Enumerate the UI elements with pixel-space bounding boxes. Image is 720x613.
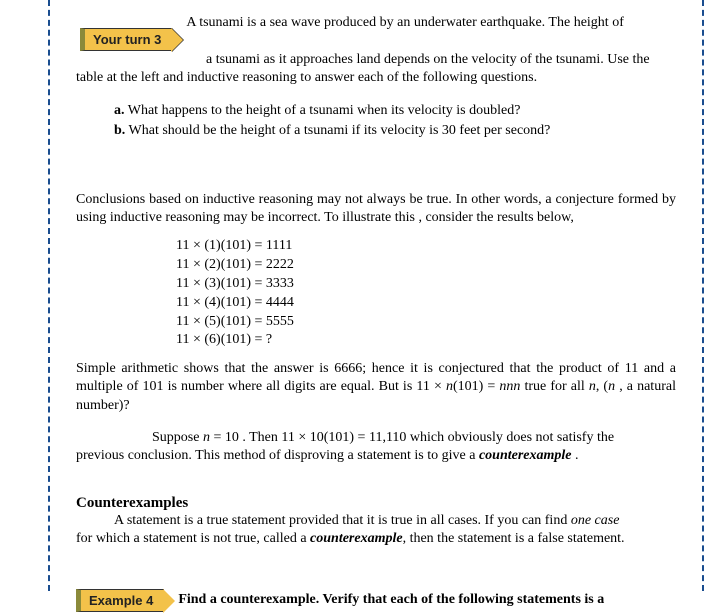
text-run: A statement is a true statement provided… bbox=[114, 513, 571, 528]
questions-block: a. What happens to the height of a tsuna… bbox=[114, 101, 676, 140]
example-block: Example 4 Find a counterexample. Verify … bbox=[76, 589, 676, 612]
intro-line1: A tsunami is a sea wave produced by an u… bbox=[186, 14, 676, 32]
banner-label: Your turn 3 bbox=[93, 32, 161, 47]
text-run: for which a statement is not true, calle… bbox=[76, 531, 310, 546]
italic-n: n bbox=[589, 379, 596, 394]
text-run: = 10 . Then 11 × 10(101) = 11,110 which … bbox=[210, 430, 614, 445]
term-counterexample: counterexample bbox=[479, 448, 572, 463]
question-b-text: What should be the height of a tsunami i… bbox=[125, 123, 550, 138]
text-run: true for all bbox=[520, 379, 588, 394]
question-a-text: What happens to the height of a tsunami … bbox=[125, 103, 521, 118]
your-turn-banner: Your turn 3 bbox=[80, 28, 172, 51]
question-b-label: b. bbox=[114, 123, 125, 138]
question-a: a. What happens to the height of a tsuna… bbox=[114, 101, 676, 121]
your-turn-block: Your turn 3 A tsunami is a sea wave prod… bbox=[76, 14, 676, 51]
banner-label: Example 4 bbox=[89, 593, 153, 608]
question-a-label: a. bbox=[114, 103, 125, 118]
term-counterexample: counterexample bbox=[310, 531, 403, 546]
question-b: b. What should be the height of a tsunam… bbox=[114, 121, 676, 141]
equation-row: 11 × (3)(101) = 3333 bbox=[176, 275, 676, 294]
intro-line3: table at the left and inductive reasonin… bbox=[76, 69, 676, 87]
italic-nnn: nnn bbox=[499, 379, 520, 394]
equation-row: 11 × (4)(101) = 4444 bbox=[176, 294, 676, 313]
counterexamples-heading: Counterexamples bbox=[76, 495, 676, 512]
italic-n: n bbox=[446, 379, 453, 394]
text-run: , ( bbox=[596, 379, 608, 394]
page-content: Your turn 3 A tsunami is a sea wave prod… bbox=[48, 0, 704, 591]
suppose-paragraph: Suppose n = 10 . Then 11 × 10(101) = 11,… bbox=[76, 429, 676, 465]
equation-row: 11 × (2)(101) = 2222 bbox=[176, 256, 676, 275]
equations-block: 11 × (1)(101) = 1111 11 × (2)(101) = 222… bbox=[176, 237, 676, 350]
text-run: previous conclusion. This method of disp… bbox=[76, 448, 479, 463]
conjecture-paragraph: Conclusions based on inductive reasoning… bbox=[76, 191, 676, 227]
italic-n: n bbox=[203, 430, 210, 445]
equation-row: 11 × (1)(101) = 1111 bbox=[176, 237, 676, 256]
your-turn-banner-wrap: Your turn 3 bbox=[76, 14, 172, 51]
counterexamples-paragraph: A statement is a true statement provided… bbox=[76, 512, 676, 548]
text-run: Suppose bbox=[152, 430, 203, 445]
example-banner: Example 4 bbox=[76, 589, 164, 612]
text-run: . bbox=[572, 448, 579, 463]
simple-arithmetic-paragraph: Simple arithmetic shows that the answer … bbox=[76, 360, 676, 415]
equation-row: 11 × (6)(101) = ? bbox=[176, 331, 676, 350]
equation-row: 11 × (5)(101) = 5555 bbox=[176, 313, 676, 332]
italic-one-case: one case bbox=[571, 513, 620, 528]
text-run: , then the statement is a false statemen… bbox=[403, 531, 625, 546]
text-run: (101) = bbox=[453, 379, 499, 394]
intro-line2: a tsunami as it approaches land depends … bbox=[76, 51, 676, 69]
example-prompt: Find a counterexample. Verify that each … bbox=[178, 592, 604, 608]
